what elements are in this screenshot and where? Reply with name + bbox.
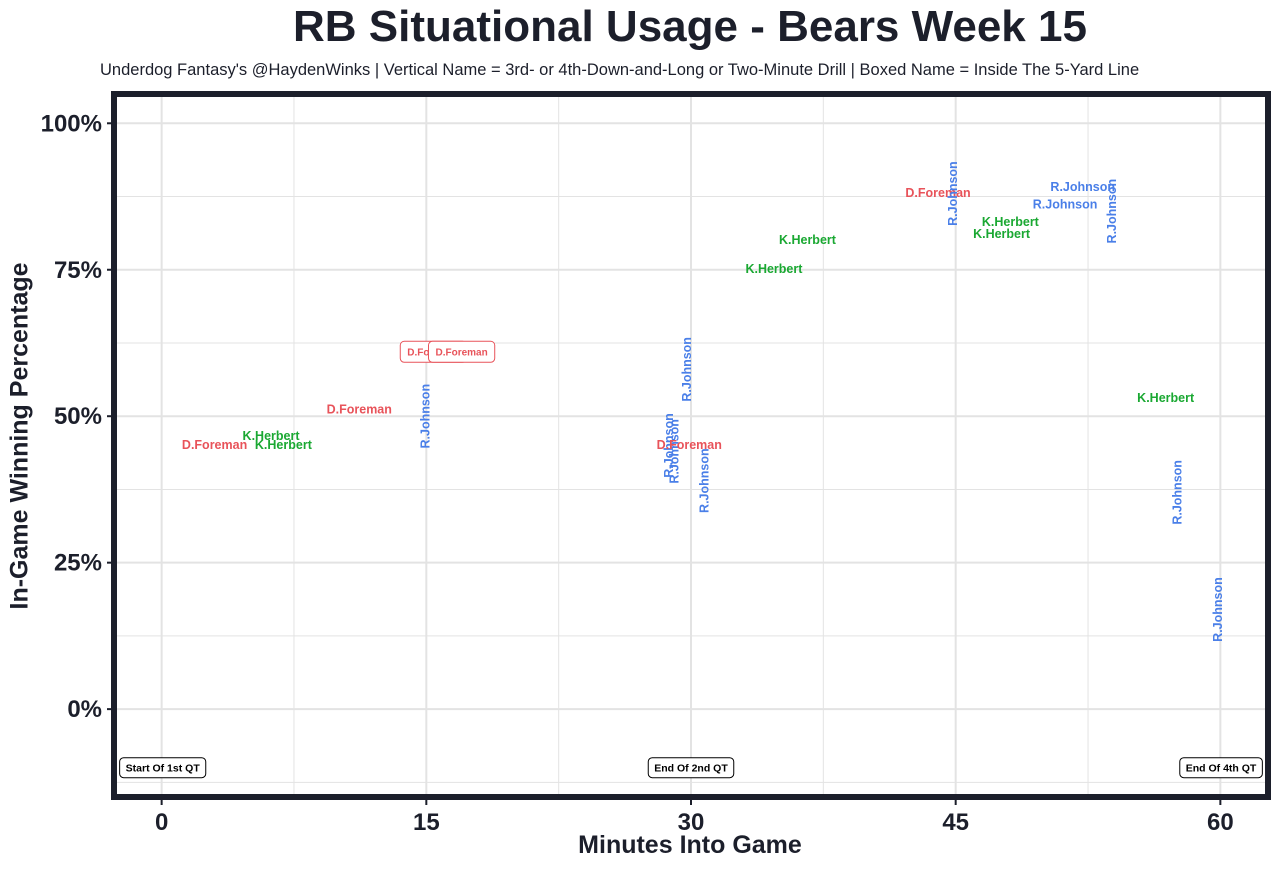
point-label: D.Foreman xyxy=(905,186,970,200)
y-tick-label: 0% xyxy=(67,696,102,723)
point-label-vertical: R.Johnson xyxy=(419,384,433,449)
quarter-annotation-box xyxy=(1179,757,1263,779)
chart-subtitle: Underdog Fantasy's @HaydenWinks | Vertic… xyxy=(100,61,1140,79)
y-axis-title: In-Game Winning Percentage xyxy=(5,262,34,610)
quarter-annotation-text: End Of 2nd QT xyxy=(654,762,728,774)
point-label: R.Johnson xyxy=(1050,180,1115,194)
chart-title: RB Situational Usage - Bears Week 15 xyxy=(293,2,1087,51)
point-label: K.Herbert xyxy=(973,227,1031,241)
point-label: K.Herbert xyxy=(1137,391,1195,405)
point-label-vertical: R.Johnson xyxy=(1211,577,1225,642)
quarter-annotation: End Of 4th QT xyxy=(1179,757,1263,779)
grid-lines xyxy=(114,94,1268,797)
quarter-annotation-text: Start Of 1st QT xyxy=(126,762,201,774)
y-axis-ticks: 0% 25% 50% 75% 100% xyxy=(41,110,111,723)
x-axis-title: Minutes Into Game xyxy=(578,831,802,859)
point-label-vertical: R.Johnson xyxy=(667,419,681,484)
point-label-vertical: R.Johnson xyxy=(680,337,694,402)
quarter-annotation-text: End Of 4th QT xyxy=(1186,762,1257,774)
quarter-annotation: End Of 2nd QT xyxy=(647,757,735,779)
y-tick-label: 100% xyxy=(41,110,102,137)
point-label: K.Herbert xyxy=(243,429,301,443)
point-label-box xyxy=(427,340,496,363)
plot-frame xyxy=(111,91,1271,800)
point-label: K.Herbert xyxy=(255,438,313,452)
point-label: K.Herbert xyxy=(745,262,803,276)
x-tick-label: 0 xyxy=(155,809,168,836)
point-label-vertical: R.Johnson xyxy=(1170,460,1184,525)
point-label: K.Herbert xyxy=(779,233,837,247)
x-tick-label: 15 xyxy=(413,809,440,836)
point-label-boxed: D.Foreman xyxy=(427,340,496,363)
point-label: D.Foreman xyxy=(327,403,392,417)
point-label: D.Foreman xyxy=(182,438,247,452)
point-label-vertical: R.Johnson xyxy=(1105,179,1119,244)
point-label: K.Herbert xyxy=(982,215,1040,229)
x-tick-label: 60 xyxy=(1207,809,1234,836)
point-label-vertical: R.Johnson xyxy=(662,413,676,478)
y-tick-label: 50% xyxy=(54,403,102,430)
x-tick-label: 45 xyxy=(942,809,969,836)
point-label-vertical: R.Johnson xyxy=(697,448,711,513)
point-label: D.Foreman xyxy=(657,438,722,452)
quarter-annotation-box xyxy=(647,757,735,779)
quarter-annotations: Start Of 1st QT End Of 2nd QT End Of 4th Q… xyxy=(119,757,1263,779)
quarter-annotation-box xyxy=(119,757,207,779)
y-tick-label: 75% xyxy=(54,257,102,284)
point-label-boxed-text: D.Foreman xyxy=(435,347,487,358)
x-tick-label: 30 xyxy=(678,809,705,836)
point-label-vertical: R.Johnson xyxy=(946,161,960,226)
point-label: R.Johnson xyxy=(1033,198,1098,212)
quarter-annotation: Start Of 1st QT xyxy=(119,757,207,779)
y-tick-label: 25% xyxy=(54,550,102,577)
x-axis-ticks: 0 15 30 45 60 xyxy=(155,800,1234,836)
